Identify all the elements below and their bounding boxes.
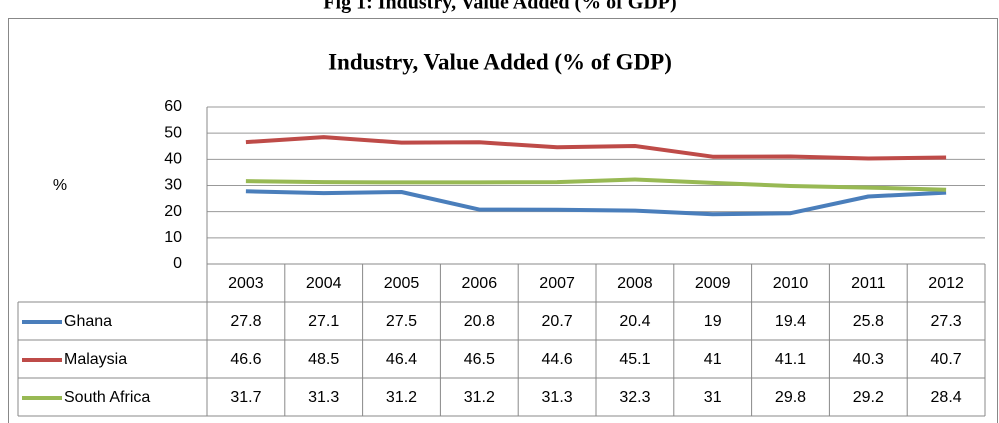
x-tick-label: 2007 (539, 275, 575, 292)
series-line (245, 189, 947, 217)
chart-frame (8, 18, 998, 423)
x-tick-label: 2008 (617, 275, 653, 292)
table-value: 46.5 (464, 351, 495, 368)
y-tick-label: 50 (164, 124, 182, 141)
x-tick-label: 2011 (851, 275, 886, 292)
table-value: 31.2 (464, 389, 495, 406)
table-value: 27.8 (230, 313, 261, 330)
table-value: 48.5 (308, 351, 339, 368)
y-axis-label: % (53, 177, 67, 194)
figure-caption: Fig 1: Industry, Value Added (% of GDP) (323, 0, 676, 14)
y-tick-label: 30 (164, 177, 182, 194)
x-tick-label: 2010 (773, 275, 809, 292)
table-value: 31.3 (542, 389, 573, 406)
y-tick-label: 10 (164, 229, 182, 246)
table-value: 31.3 (308, 389, 339, 406)
table-value: 40.3 (853, 351, 884, 368)
table-value: 31.7 (230, 389, 261, 406)
table-value: 27.1 (308, 313, 339, 330)
table-value: 41.1 (775, 351, 806, 368)
series-line (245, 177, 947, 192)
table-value: 45.1 (619, 351, 650, 368)
y-tick-label: 0 (173, 255, 182, 272)
table-value: 20.7 (542, 313, 573, 330)
table-value: 40.7 (931, 351, 962, 368)
table-value: 32.3 (619, 389, 650, 406)
table-value: 25.8 (853, 313, 884, 330)
table-value: 41 (704, 351, 722, 368)
table-value: 46.4 (386, 351, 417, 368)
table-value: 44.6 (542, 351, 573, 368)
table-value: 27.5 (386, 313, 417, 330)
legend-label: South Africa (64, 389, 150, 406)
series-line (245, 135, 947, 161)
table-value: 31 (704, 389, 722, 406)
table-value: 20.8 (464, 313, 495, 330)
table-value: 31.2 (386, 389, 417, 406)
table-value: 46.6 (230, 351, 261, 368)
table-value: 19.4 (775, 313, 806, 330)
legend-label: Malaysia (64, 351, 127, 368)
table-value: 29.2 (853, 389, 884, 406)
y-tick-label: 40 (164, 151, 182, 168)
x-tick-label: 2006 (462, 275, 498, 292)
table-value: 20.4 (619, 313, 650, 330)
x-tick-label: 2004 (306, 275, 342, 292)
table-value: 27.3 (931, 313, 962, 330)
chart-title: Industry, Value Added (% of GDP) (328, 49, 672, 74)
y-tick-label: 20 (164, 203, 182, 220)
x-tick-label: 2009 (695, 275, 731, 292)
table-value: 28.4 (931, 389, 962, 406)
y-tick-label: 60 (164, 98, 182, 115)
x-tick-label: 2012 (928, 275, 964, 292)
legend-label: Ghana (64, 313, 112, 330)
table-value: 29.8 (775, 389, 806, 406)
table-value: 19 (704, 313, 722, 330)
x-tick-label: 2005 (384, 275, 420, 292)
x-tick-label: 2003 (228, 275, 264, 292)
